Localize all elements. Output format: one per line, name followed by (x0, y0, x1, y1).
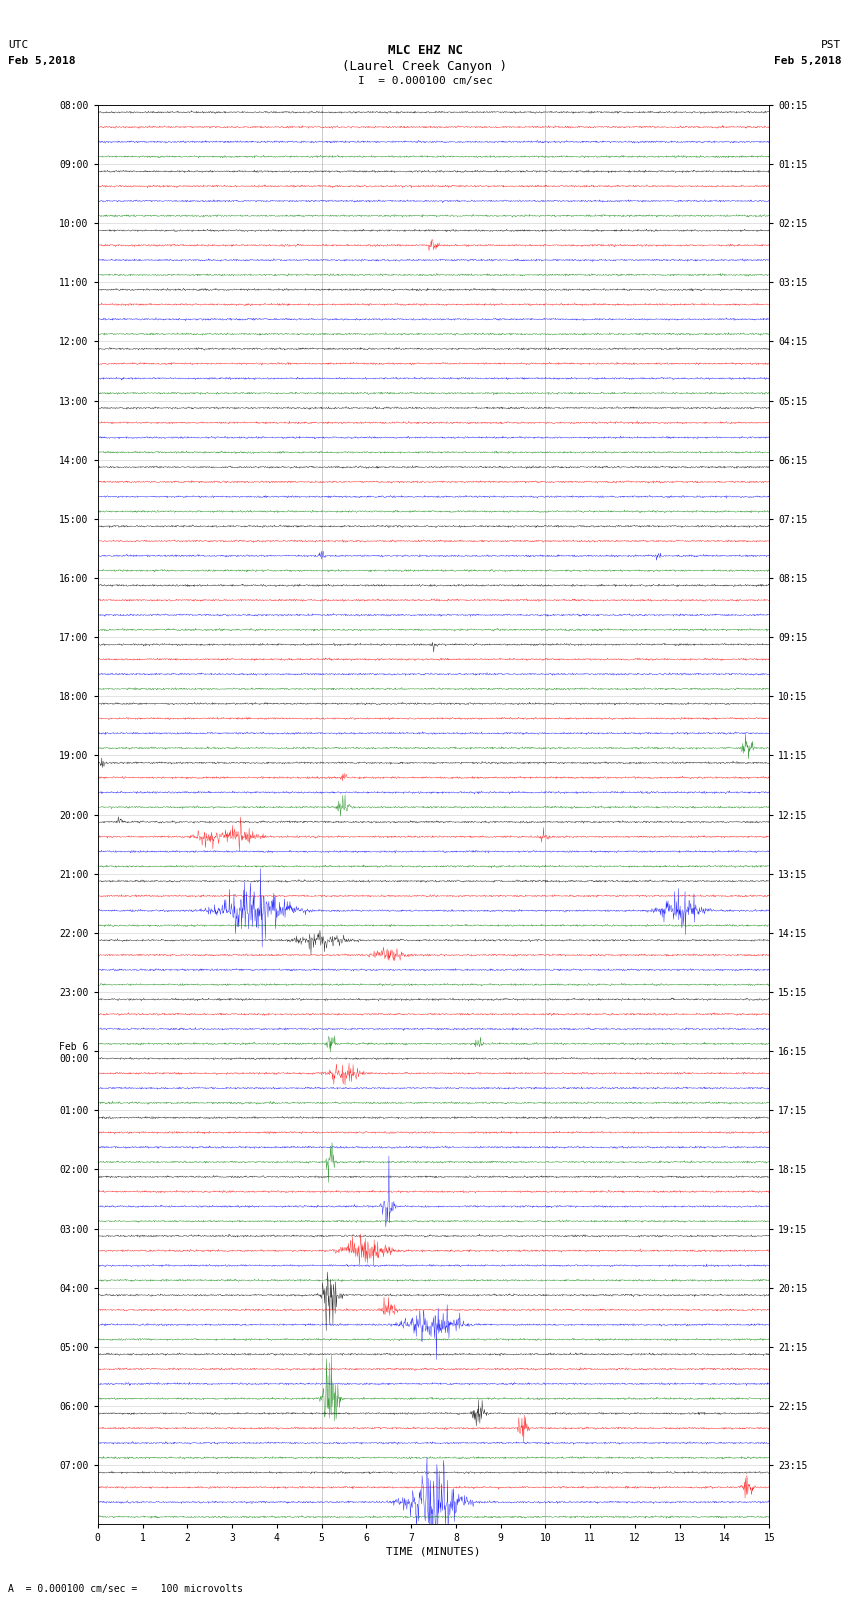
Text: UTC: UTC (8, 40, 29, 50)
Text: Feb 5,2018: Feb 5,2018 (774, 56, 842, 66)
Text: MLC EHZ NC: MLC EHZ NC (388, 44, 462, 56)
Text: Feb 5,2018: Feb 5,2018 (8, 56, 76, 66)
Text: A  = 0.000100 cm/sec =    100 microvolts: A = 0.000100 cm/sec = 100 microvolts (8, 1584, 243, 1594)
Text: (Laurel Creek Canyon ): (Laurel Creek Canyon ) (343, 60, 507, 73)
Text: PST: PST (821, 40, 842, 50)
Text: I  = 0.000100 cm/sec: I = 0.000100 cm/sec (358, 76, 492, 85)
X-axis label: TIME (MINUTES): TIME (MINUTES) (386, 1547, 481, 1557)
